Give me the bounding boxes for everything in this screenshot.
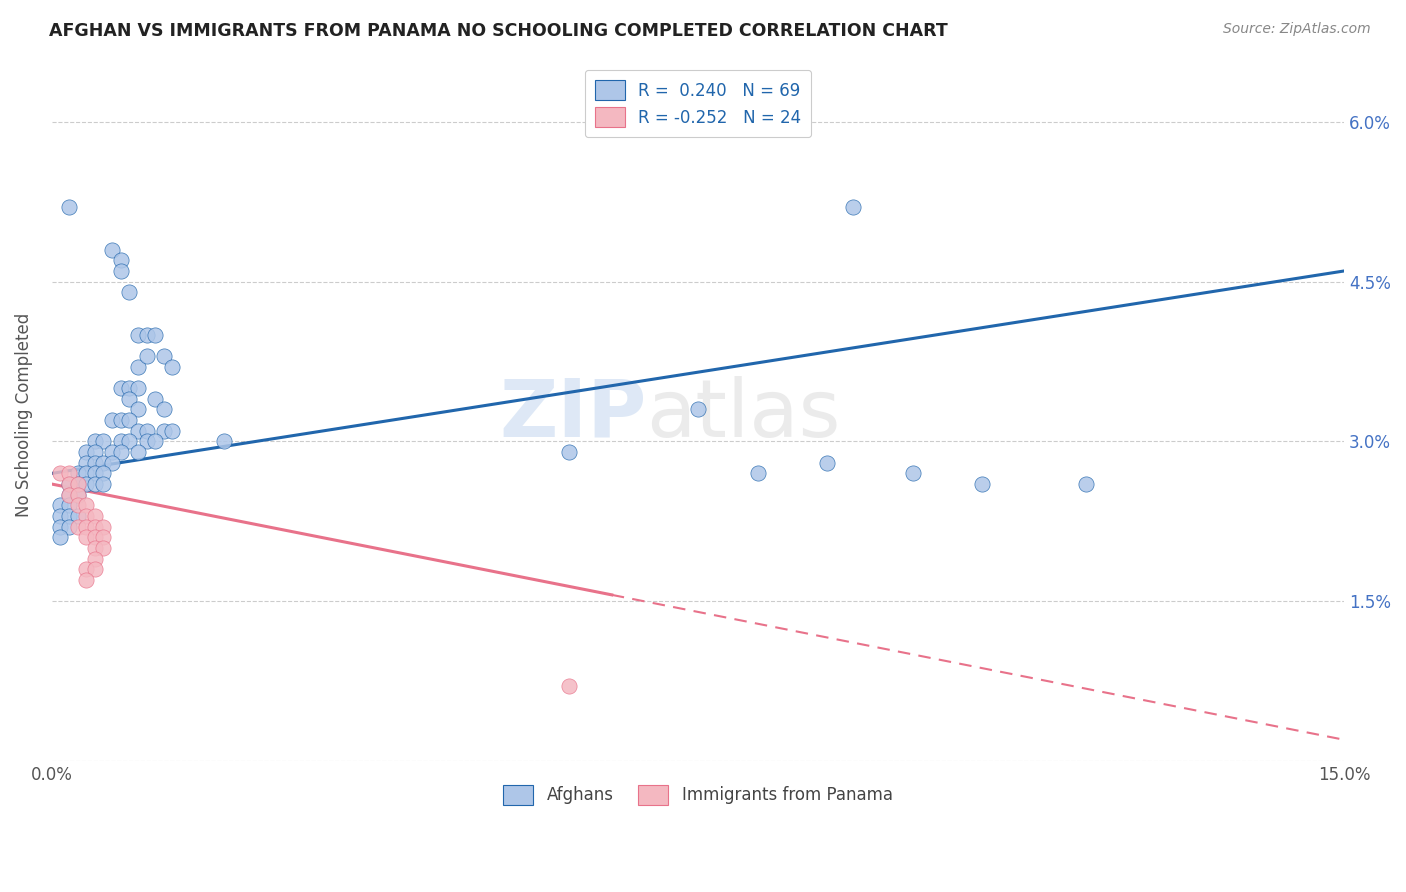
Point [75,530,97,544]
Point [83,434,105,449]
Point [75,573,97,587]
Point [58,508,80,523]
Point [49,530,72,544]
Point [66,477,89,491]
Point [83,467,105,481]
Point [127,402,149,417]
Point [49,519,72,533]
Point [143,327,166,342]
Text: AFGHAN VS IMMIGRANTS FROM PANAMA NO SCHOOLING COMPLETED CORRELATION CHART: AFGHAN VS IMMIGRANTS FROM PANAMA NO SCHO… [49,22,948,40]
Point [93,434,115,449]
Point [101,243,124,257]
Text: atlas: atlas [647,376,841,454]
Point [58,467,80,481]
Point [110,434,132,449]
Point [83,477,105,491]
Point [75,467,97,481]
Point [127,424,149,438]
Point [212,434,235,449]
Point [110,445,132,459]
Point [49,508,72,523]
Point [972,477,994,491]
Point [93,456,115,470]
Point [135,327,157,342]
Point [127,381,149,395]
Point [93,519,115,533]
Point [93,530,115,544]
Point [58,488,80,502]
Point [66,477,89,491]
Point [143,434,166,449]
Point [101,445,124,459]
Point [83,456,105,470]
Point [58,499,80,513]
Point [152,424,174,438]
Point [557,445,579,459]
Point [903,467,925,481]
Point [842,200,865,214]
Point [135,349,157,363]
Point [152,349,174,363]
Point [118,413,141,427]
Point [83,541,105,555]
Point [75,445,97,459]
Point [58,477,80,491]
Point [135,424,157,438]
Point [75,456,97,470]
Point [83,445,105,459]
Point [83,530,105,544]
Y-axis label: No Schooling Completed: No Schooling Completed [15,313,32,517]
Point [93,477,115,491]
Point [152,402,174,417]
Point [127,359,149,374]
Point [1074,477,1097,491]
Point [83,562,105,576]
Legend: Afghans, Immigrants from Panama: Afghans, Immigrants from Panama [494,775,903,815]
Point [747,467,769,481]
Text: Source: ZipAtlas.com: Source: ZipAtlas.com [1223,22,1371,37]
Point [58,200,80,214]
Point [93,541,115,555]
Point [66,499,89,513]
Point [66,488,89,502]
Point [110,413,132,427]
Point [66,508,89,523]
Point [686,402,709,417]
Point [75,477,97,491]
Point [93,467,115,481]
Point [127,445,149,459]
Point [557,680,579,694]
Point [118,381,141,395]
Point [75,562,97,576]
Text: ZIP: ZIP [499,376,647,454]
Point [127,327,149,342]
Point [75,499,97,513]
Point [66,488,89,502]
Point [75,519,97,533]
Point [58,477,80,491]
Point [118,285,141,300]
Point [83,508,105,523]
Point [815,456,838,470]
Point [66,467,89,481]
Point [143,392,166,406]
Point [75,508,97,523]
Point [110,264,132,278]
Point [58,488,80,502]
Point [83,519,105,533]
Point [49,499,72,513]
Point [101,413,124,427]
Point [101,456,124,470]
Point [66,519,89,533]
Point [110,253,132,268]
Point [162,359,184,374]
Point [49,467,72,481]
Point [118,434,141,449]
Point [162,424,184,438]
Point [118,392,141,406]
Point [135,434,157,449]
Point [110,381,132,395]
Point [83,551,105,566]
Point [58,519,80,533]
